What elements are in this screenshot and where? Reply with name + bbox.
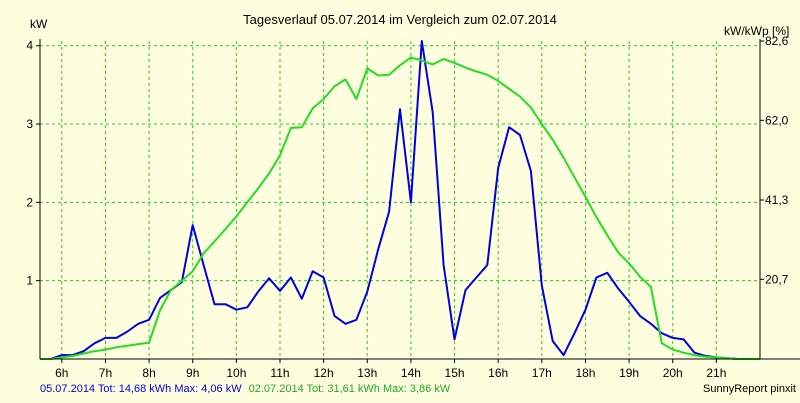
y-left-tick-label: 3 [26, 117, 33, 131]
axes [36, 39, 800, 363]
x-tick-label: 19h [619, 366, 639, 380]
y-right-tick-label: 62,0 [765, 113, 789, 127]
series-line-1 [40, 40, 760, 360]
y-left-tick-label: 4 [26, 39, 33, 53]
x-tick-label: 8h [142, 366, 155, 380]
footer-series2-text: 02.07.2014 Tot: 31,61 kWh Max: 3,86 kW [249, 383, 451, 395]
footer-credit: SunnyReport pinxit [703, 383, 796, 395]
y-left-axis-label: kW [30, 17, 48, 31]
x-tick-label: 12h [314, 366, 334, 380]
tick-labels: 6h 7h 8h 9h 10h 11h 12h 13h 14h 15h 16h 17h 18h 19h 20… [26, 34, 788, 380]
x-tick-label: 16h [488, 366, 508, 380]
x-tick-label: 10h [226, 366, 246, 380]
x-tick-label: 13h [357, 366, 377, 380]
x-tick-label: 6h [55, 366, 68, 380]
y-right-tick-label: 82,6 [765, 34, 789, 48]
y-left-tick-label: 2 [26, 195, 33, 209]
footer-series1-summary: 05.07.2014 Tot: 14,68 kWh Max: 4,06 kW 0… [40, 383, 451, 395]
gridlines [40, 41, 760, 359]
x-tick-label: 17h [532, 366, 552, 380]
y-right-tick-label: 20,7 [765, 272, 789, 286]
x-tick-label: 15h [445, 366, 465, 380]
series-line-2 [40, 56, 760, 360]
footer-series1-text: 05.07.2014 Tot: 14,68 kWh Max: 4,06 kW [40, 383, 242, 395]
x-tick-label: 21h [706, 366, 726, 380]
x-tick-label: 18h [575, 366, 595, 380]
x-tick-label: 7h [99, 366, 112, 380]
chart-title: Tagesverlauf 05.07.2014 im Vergleich zum… [243, 12, 557, 27]
x-tick-label: 20h [663, 366, 683, 380]
y-right-axis-label: kW/kWp [%] [724, 24, 789, 38]
y-left-tick-label: 1 [26, 274, 33, 288]
x-tick-label: 11h [270, 366, 289, 380]
y-right-tick-label: 41,3 [765, 193, 789, 207]
x-tick-label: 9h [186, 366, 199, 380]
series-lines [40, 40, 760, 360]
x-tick-label: 14h [401, 366, 421, 380]
